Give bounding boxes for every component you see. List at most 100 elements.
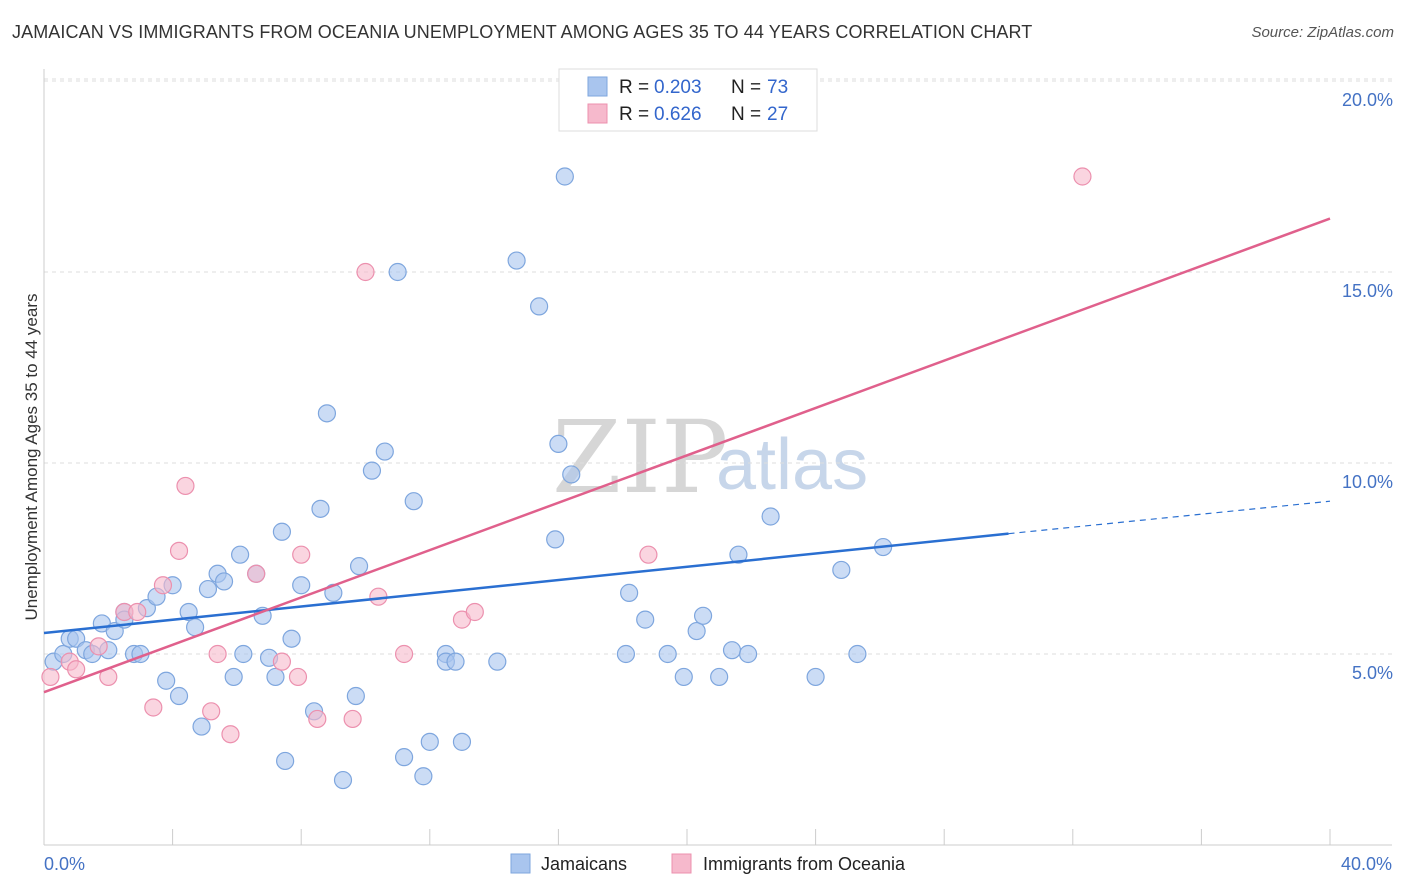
series-jamaicans-points xyxy=(44,167,893,790)
oceania-point-9 xyxy=(169,541,189,560)
jamaicans-trend-extension xyxy=(1008,500,1331,535)
oceania-point-2 xyxy=(67,660,86,679)
oceania-point-26 xyxy=(1073,167,1092,186)
oceania-point-25 xyxy=(639,545,658,564)
legend-r-label-2: R = xyxy=(619,104,649,125)
oceania-point-16 xyxy=(288,667,308,687)
jamaicans-point-72 xyxy=(806,667,825,687)
jamaicans-point-37 xyxy=(317,404,337,423)
jamaicans-point-64 xyxy=(674,667,693,687)
legend-n-value-1: 73 xyxy=(767,77,788,98)
oceania-point-0 xyxy=(41,667,60,687)
jamaicans-point-48 xyxy=(420,732,439,751)
legend-n-value-2: 27 xyxy=(767,104,788,125)
oceania-point-17 xyxy=(292,545,311,564)
jamaicans-point-56 xyxy=(546,530,565,549)
jamaicans-point-44 xyxy=(388,262,407,282)
gridlines xyxy=(44,78,1392,655)
jamaicans-point-70 xyxy=(738,644,758,664)
jamaicans-point-26 xyxy=(234,644,253,664)
oceania-point-8 xyxy=(153,576,173,595)
oceania-point-24 xyxy=(465,602,484,622)
oceania-point-6 xyxy=(128,602,147,622)
jamaicans-point-62 xyxy=(636,610,655,629)
jamaicans-point-24 xyxy=(224,667,243,687)
y-tick-label-20: 20.0% xyxy=(1342,90,1393,110)
trend-lines xyxy=(43,217,1331,694)
legend-bottom: Jamaicans Immigrants from Oceania xyxy=(510,853,906,874)
jamaicans-point-53 xyxy=(488,652,507,671)
jamaicans-point-40 xyxy=(346,686,365,706)
jamaicans-point-17 xyxy=(169,686,189,706)
jamaicans-point-43 xyxy=(375,442,394,461)
jamaicans-point-45 xyxy=(394,748,414,767)
jamaicans-point-57 xyxy=(549,434,568,453)
legend-n-label-2: N = xyxy=(731,104,761,125)
jamaicans-point-31 xyxy=(272,522,292,541)
source-attribution: Source: ZipAtlas.com xyxy=(1251,24,1394,41)
jamaicans-point-54 xyxy=(507,251,526,270)
x-axis-tick-labels: 0.0% 40.0% xyxy=(44,854,1392,874)
jamaicans-point-32 xyxy=(276,751,295,771)
oceania-point-18 xyxy=(308,709,327,729)
jamaicans-point-36 xyxy=(311,499,330,518)
series-oceania-points xyxy=(41,167,1092,744)
x-tick-label-min: 0.0% xyxy=(44,854,85,874)
jamaicans-point-25 xyxy=(231,545,250,564)
y-tick-label-10: 10.0% xyxy=(1342,472,1393,492)
jamaicans-point-58 xyxy=(555,167,574,186)
legend-r-value-2: 0.626 xyxy=(654,104,702,125)
jamaicans-point-51 xyxy=(446,652,465,671)
jamaicans-point-47 xyxy=(414,767,433,786)
jamaicans-point-74 xyxy=(848,644,867,664)
jamaicans-point-15 xyxy=(157,671,176,690)
jamaicans-point-68 xyxy=(722,641,742,660)
oceania-point-12 xyxy=(208,644,227,664)
watermark-zip: ZIP xyxy=(552,399,728,516)
legend-top: R = 0.203 N = 73 R = 0.626 N = 27 xyxy=(558,68,818,132)
jamaicans-point-55 xyxy=(530,297,549,316)
oceania-point-22 xyxy=(394,644,414,664)
oceania-point-10 xyxy=(176,476,195,496)
y-axis-label: Unemployment Among Ages 35 to 44 years xyxy=(22,294,41,621)
jamaicans-point-63 xyxy=(658,644,677,664)
legend-r-value-1: 0.203 xyxy=(654,77,702,98)
watermark-atlas: atlas xyxy=(716,425,868,505)
jamaicans-point-69 xyxy=(729,545,748,564)
legend-r-label-1: R = xyxy=(619,77,649,98)
legend-swatch-jamaicans xyxy=(587,76,608,97)
jamaicans-point-33 xyxy=(282,629,301,648)
bottom-legend-label-jamaicans: Jamaicans xyxy=(541,854,627,874)
y-tick-label-15: 15.0% xyxy=(1342,281,1393,301)
jamaicans-point-60 xyxy=(616,644,636,664)
jamaicans-point-67 xyxy=(710,667,729,687)
jamaicans-point-30 xyxy=(266,667,285,687)
jamaicans-point-46 xyxy=(404,492,423,511)
oceania-point-19 xyxy=(343,709,362,729)
jamaicans-point-41 xyxy=(349,557,369,576)
axes xyxy=(43,69,1392,846)
oceania-point-15 xyxy=(272,652,292,671)
x-tick-label-max: 40.0% xyxy=(1341,854,1392,874)
legend-swatch-oceania xyxy=(587,103,608,124)
jamaicans-point-66 xyxy=(693,606,713,625)
y-axis-tick-labels: 5.0% 10.0% 15.0% 20.0% xyxy=(1342,90,1393,683)
jamaicans-point-71 xyxy=(761,507,780,526)
bottom-legend-label-oceania: Immigrants from Oceania xyxy=(703,854,906,874)
oceania-point-3 xyxy=(89,637,108,656)
jamaicans-point-42 xyxy=(362,461,382,480)
jamaicans-point-61 xyxy=(620,583,639,602)
legend-n-label-1: N = xyxy=(731,77,761,98)
jamaicans-point-21 xyxy=(198,579,218,599)
oceania-point-7 xyxy=(144,698,163,717)
y-tick-label-5: 5.0% xyxy=(1352,663,1393,683)
jamaicans-point-52 xyxy=(452,732,472,751)
jamaicans-point-34 xyxy=(292,576,311,595)
oceania-point-14 xyxy=(247,564,266,583)
jamaicans-point-18 xyxy=(179,602,198,622)
x-axis-ticks xyxy=(43,829,1331,845)
oceania-point-11 xyxy=(202,702,221,721)
jamaicans-point-20 xyxy=(192,717,211,736)
jamaicans-point-73 xyxy=(832,560,851,580)
